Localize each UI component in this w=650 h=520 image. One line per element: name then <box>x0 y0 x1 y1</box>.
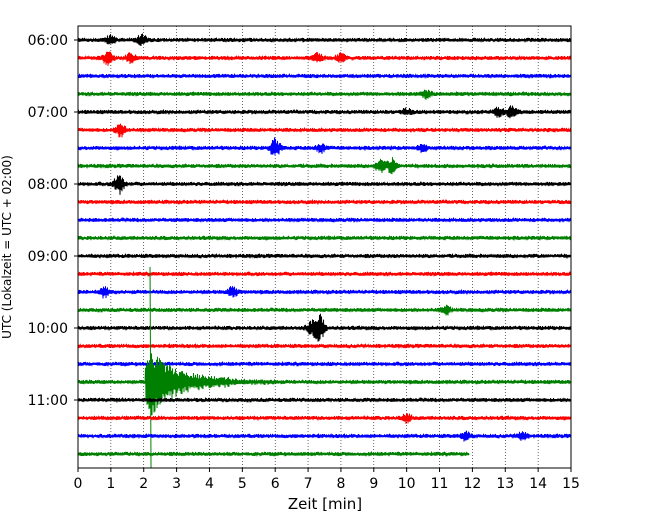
trace-1015 <box>77 343 572 349</box>
trace-0700 <box>77 105 572 119</box>
x-tick-label-4: 4 <box>205 476 214 492</box>
trace-0830 <box>77 217 572 224</box>
trace-0845 <box>77 234 572 241</box>
x-tick-label-9: 9 <box>369 476 378 492</box>
x-tick-label-5: 5 <box>238 476 247 492</box>
x-tick-label-1: 1 <box>106 476 115 492</box>
trace-0900 <box>77 253 572 259</box>
trace-1000 <box>77 313 572 342</box>
x-tick-label-14: 14 <box>529 476 547 492</box>
x-tick-label-11: 11 <box>431 476 449 492</box>
y-tick-label-5: 11:00 <box>28 393 68 409</box>
trace-0645 <box>77 89 572 100</box>
trace-0800 <box>77 175 572 195</box>
x-tick-label-6: 6 <box>271 476 280 492</box>
plot-frame <box>77 25 572 469</box>
y-axis-label: UTC (Lokalzeit = UTC + 02:00) <box>0 155 14 339</box>
y-tick-label-2: 08:00 <box>28 177 68 193</box>
x-tick-label-10: 10 <box>398 476 416 492</box>
x-tick-label-0: 0 <box>74 476 83 492</box>
x-tick-label-15: 15 <box>562 476 580 492</box>
x-tick-label-3: 3 <box>172 476 181 492</box>
y-axis: 06:00 07:00 08:00 09:00 10:00 11:00 <box>28 33 78 409</box>
x-tick-label-7: 7 <box>304 476 313 492</box>
seismogram-traces <box>77 33 572 469</box>
x-axis: 0 1 2 3 4 5 6 7 8 9 10 11 12 13 14 15 <box>74 468 580 492</box>
trace-1100 <box>77 396 572 403</box>
y-tick-label-1: 07:00 <box>28 105 68 121</box>
trace-0745 <box>77 157 572 175</box>
x-axis-label: Zeit [min] <box>288 495 362 513</box>
x-tick-label-2: 2 <box>139 476 148 492</box>
trace-0630 <box>77 73 572 80</box>
trace-0730 <box>77 137 572 156</box>
trace-1115 <box>77 413 572 425</box>
y-tick-label-3: 09:00 <box>28 249 68 265</box>
trace-0930 <box>77 286 572 299</box>
trace-1145 <box>77 451 470 457</box>
trace-0945 <box>77 304 572 316</box>
x-tick-label-8: 8 <box>336 476 345 492</box>
trace-0815 <box>77 199 572 206</box>
y-tick-label-4: 10:00 <box>28 321 68 337</box>
trace-0915 <box>77 271 572 277</box>
y-tick-label-0: 06:00 <box>28 33 68 49</box>
trace-1130 <box>77 430 572 442</box>
x-tick-label-13: 13 <box>496 476 514 492</box>
trace-0600 <box>77 33 572 47</box>
trace-0615 <box>77 51 572 66</box>
trace-0715 <box>77 123 572 138</box>
x-tick-label-12: 12 <box>463 476 481 492</box>
